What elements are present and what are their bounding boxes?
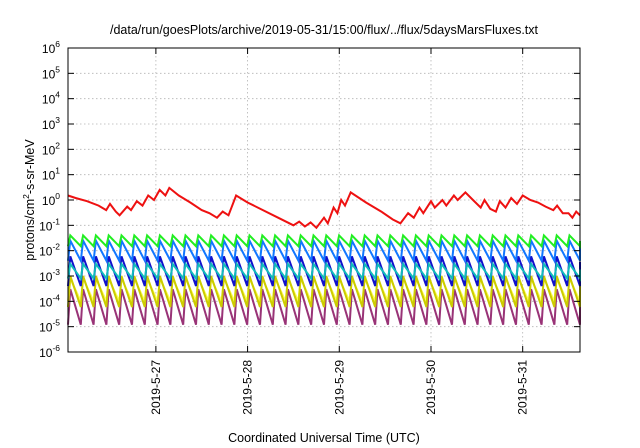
series-line bbox=[67, 233, 581, 249]
y-tick-label: 10-1 bbox=[39, 216, 60, 233]
x-tick-label: 2019-5-27 bbox=[149, 360, 163, 415]
y-tick-label: 104 bbox=[42, 90, 60, 107]
x-tick-label: 2019-5-30 bbox=[424, 360, 438, 415]
y-tick-exp: 3 bbox=[55, 115, 60, 125]
y-axis-label: protons/cm2-s-sr-MeV bbox=[21, 139, 37, 261]
y-tick-label: 10-6 bbox=[39, 343, 60, 360]
y-axis-label-base: protons/cm bbox=[23, 199, 37, 261]
y-tick-base: 10 bbox=[39, 346, 53, 360]
chart-title: /data/run/goesPlots/archive/2019-05-31/1… bbox=[110, 23, 539, 37]
y-tick-exp: -2 bbox=[52, 242, 60, 252]
y-tick-exp: -4 bbox=[52, 292, 60, 302]
y-tick-base: 10 bbox=[42, 143, 56, 157]
y-tick-exp: 6 bbox=[55, 39, 60, 49]
x-axis-label: Coordinated Universal Time (UTC) bbox=[228, 431, 420, 445]
y-tick-exp: -5 bbox=[52, 318, 60, 328]
y-tick-label: 10-2 bbox=[39, 242, 60, 259]
y-axis-label-rest: -s-sr-MeV bbox=[23, 139, 37, 195]
y-tick-base: 10 bbox=[39, 245, 53, 259]
y-tick-exp: 5 bbox=[55, 64, 60, 74]
y-tick-base: 10 bbox=[42, 42, 56, 56]
y-tick-base: 10 bbox=[42, 67, 56, 81]
x-tick-label: 2019-5-31 bbox=[516, 360, 530, 415]
series-line bbox=[67, 186, 581, 230]
y-tick-base: 10 bbox=[39, 219, 53, 233]
y-tick-label: 10-3 bbox=[39, 267, 60, 284]
y-tick-label: 102 bbox=[42, 140, 60, 157]
y-tick-base: 10 bbox=[42, 194, 56, 208]
y-tick-label: 100 bbox=[42, 191, 60, 208]
x-tick-label: 2019-5-29 bbox=[332, 360, 346, 415]
y-tick-exp: 0 bbox=[55, 191, 60, 201]
series-line bbox=[67, 288, 581, 325]
series-line bbox=[67, 261, 581, 282]
y-tick-exp: 2 bbox=[55, 140, 60, 150]
y-tick-base: 10 bbox=[42, 118, 56, 132]
y-tick-label: 106 bbox=[42, 39, 60, 56]
ticks: 10-610-510-410-310-210-11001011021031041… bbox=[39, 39, 580, 415]
series-line bbox=[67, 275, 581, 308]
y-tick-base: 10 bbox=[42, 93, 56, 107]
y-tick-base: 10 bbox=[39, 270, 53, 284]
y-tick-label: 10-4 bbox=[39, 292, 60, 309]
y-tick-label: 105 bbox=[42, 64, 60, 81]
y-tick-label: 10-5 bbox=[39, 318, 60, 335]
x-tick-label: 2019-5-28 bbox=[241, 360, 255, 415]
series-line bbox=[67, 237, 581, 265]
y-tick-base: 10 bbox=[39, 295, 53, 309]
y-axis-label-sup: 2 bbox=[21, 194, 31, 199]
y-tick-label: 101 bbox=[42, 166, 60, 183]
y-tick-exp: -3 bbox=[52, 267, 60, 277]
y-tick-label: 103 bbox=[42, 115, 60, 132]
y-tick-base: 10 bbox=[42, 169, 56, 183]
series-layer bbox=[67, 186, 581, 325]
y-tick-base: 10 bbox=[39, 321, 53, 335]
y-tick-exp: 1 bbox=[55, 166, 60, 176]
y-tick-exp: 4 bbox=[55, 90, 60, 100]
y-tick-exp: -1 bbox=[52, 216, 60, 226]
y-tick-exp: -6 bbox=[52, 343, 60, 353]
